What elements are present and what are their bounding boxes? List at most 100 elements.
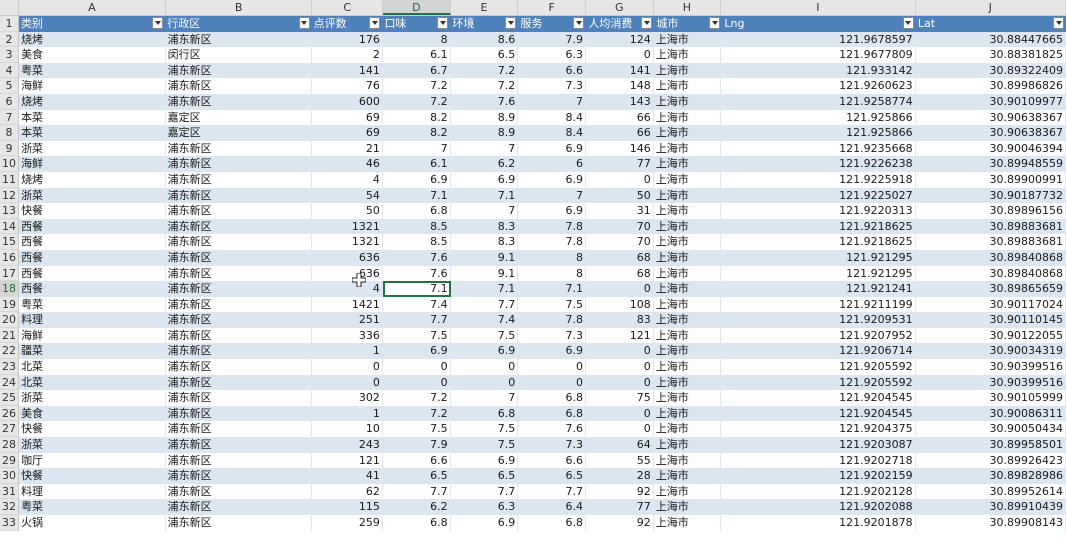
table-cell[interactable]: 海鲜 (19, 156, 166, 172)
table-cell[interactable]: 6.9 (518, 203, 587, 219)
table-cell[interactable]: 121 (312, 452, 383, 469)
table-cell[interactable]: 浦东新区 (165, 93, 313, 110)
table-cell[interactable]: 62 (312, 483, 383, 500)
table-cell[interactable]: 西餐 (19, 249, 166, 266)
table-cell[interactable]: 6.6 (518, 452, 587, 469)
table-cell[interactable]: 7.8 (518, 218, 587, 235)
table-cell[interactable]: 0 (586, 343, 654, 360)
table-cell[interactable]: 143 (586, 93, 654, 110)
table-cell[interactable]: 8.3 (450, 234, 519, 250)
table-cell[interactable]: 121.9677809 (721, 47, 916, 63)
table-cell[interactable]: 30.90105999 (915, 390, 1066, 406)
table-cell[interactable]: 28 (586, 468, 654, 484)
table-cell[interactable]: 75 (586, 390, 654, 406)
table-cell[interactable]: 66 (586, 125, 654, 141)
table-cell[interactable]: 30.89952614 (915, 483, 1066, 500)
table-cell[interactable]: 6.9 (450, 171, 519, 188)
table-cell[interactable]: 浦东新区 (165, 296, 313, 313)
column-letter-e[interactable]: E (451, 0, 519, 15)
table-cell[interactable]: 30.89896156 (915, 203, 1066, 219)
column-letter-j[interactable]: J (916, 0, 1066, 15)
table-cell[interactable]: 7 (518, 93, 587, 110)
table-cell[interactable]: 7.1 (450, 187, 519, 204)
table-cell[interactable]: 7.5 (382, 421, 451, 438)
table-cell[interactable]: 121.921295 (721, 265, 916, 282)
table-cell[interactable]: 7 (450, 390, 519, 406)
table-cell[interactable]: 7.7 (518, 483, 587, 500)
table-cell[interactable]: 77 (586, 499, 654, 515)
table-cell[interactable]: 141 (312, 62, 383, 79)
table-cell[interactable]: 上海市 (653, 296, 722, 313)
table-cell[interactable]: 7 (518, 187, 587, 204)
table-cell[interactable]: 121.9209531 (721, 312, 916, 328)
table-cell[interactable]: 6.9 (450, 452, 519, 469)
table-cell[interactable]: 1 (312, 405, 383, 422)
table-cell[interactable]: 6.8 (518, 515, 587, 531)
table-cell[interactable]: 30.89986826 (915, 78, 1066, 94)
table-cell[interactable]: 浙菜 (19, 437, 166, 453)
table-cell[interactable]: 7.7 (382, 483, 451, 500)
table-cell[interactable]: 上海市 (653, 47, 722, 63)
table-cell[interactable]: 浦东新区 (165, 203, 313, 219)
table-cell[interactable]: 30.89908143 (915, 515, 1066, 531)
table-cell[interactable]: 41 (312, 468, 383, 484)
header-cell[interactable]: 城市 (654, 16, 723, 32)
table-cell[interactable]: 7.3 (518, 327, 587, 344)
table-cell[interactable]: 302 (312, 390, 383, 406)
table-cell[interactable]: 6.3 (450, 499, 519, 515)
table-cell[interactable]: 9.1 (450, 249, 519, 266)
table-cell[interactable]: 6.9 (518, 140, 587, 157)
table-cell[interactable]: 336 (312, 327, 383, 344)
active-cell[interactable]: 7.1 (382, 281, 451, 297)
table-cell[interactable]: 30.89828986 (915, 468, 1066, 484)
row-number[interactable]: 23 (0, 359, 20, 375)
row-number[interactable]: 31 (0, 483, 20, 500)
table-cell[interactable]: 咖厅 (19, 452, 166, 469)
table-cell[interactable]: 上海市 (653, 327, 722, 344)
row-number[interactable]: 9 (0, 140, 20, 157)
table-cell[interactable]: 浦东新区 (165, 249, 313, 266)
table-cell[interactable]: 上海市 (653, 234, 722, 250)
table-cell[interactable]: 8.2 (382, 109, 451, 126)
table-cell[interactable]: 6.2 (382, 499, 451, 515)
table-cell[interactable]: 美食 (19, 405, 166, 422)
table-cell[interactable]: 30.89322409 (915, 62, 1066, 79)
table-cell[interactable]: 4 (312, 281, 383, 297)
table-cell[interactable]: 浦东新区 (165, 359, 313, 375)
table-cell[interactable]: 浦东新区 (165, 437, 313, 453)
table-cell[interactable]: 176 (312, 31, 383, 48)
table-cell[interactable]: 浦东新区 (165, 62, 313, 79)
table-cell[interactable]: 上海市 (653, 421, 722, 438)
table-cell[interactable]: 30.89910439 (915, 499, 1066, 515)
table-cell[interactable]: 7.1 (450, 281, 519, 297)
row-number[interactable]: 24 (0, 374, 20, 391)
table-cell[interactable]: 121.9202159 (721, 468, 916, 484)
table-cell[interactable]: 浦东新区 (165, 78, 313, 94)
table-cell[interactable]: 30.90034319 (915, 343, 1066, 360)
table-cell[interactable]: 0 (586, 359, 654, 375)
table-cell[interactable]: 64 (586, 437, 654, 453)
table-cell[interactable]: 108 (586, 296, 654, 313)
table-cell[interactable]: 西餐 (19, 265, 166, 282)
table-cell[interactable]: 疆菜 (19, 343, 166, 360)
table-cell[interactable]: 8.2 (382, 125, 451, 141)
filter-dropdown-icon[interactable] (298, 17, 310, 29)
table-cell[interactable]: 92 (586, 515, 654, 531)
table-cell[interactable]: 9.1 (450, 265, 519, 282)
table-cell[interactable]: 7 (382, 140, 451, 157)
row-number[interactable]: 27 (0, 421, 20, 438)
table-cell[interactable]: 上海市 (653, 249, 722, 266)
table-cell[interactable]: 121.9207952 (721, 327, 916, 344)
table-cell[interactable]: 8.6 (450, 31, 519, 48)
table-cell[interactable]: 6.9 (382, 171, 451, 188)
table-cell[interactable]: 30.89900991 (915, 171, 1066, 188)
header-cell[interactable]: Lat (915, 16, 1066, 32)
table-cell[interactable]: 烧烤 (19, 171, 166, 188)
table-cell[interactable]: 上海市 (653, 281, 722, 297)
table-cell[interactable]: 121.925866 (721, 109, 916, 126)
table-cell[interactable]: 浦东新区 (165, 390, 313, 406)
row-number[interactable]: 6 (0, 93, 20, 110)
table-cell[interactable]: 本菜 (19, 109, 166, 126)
row-number[interactable]: 12 (0, 187, 20, 204)
table-cell[interactable]: 70 (586, 218, 654, 235)
